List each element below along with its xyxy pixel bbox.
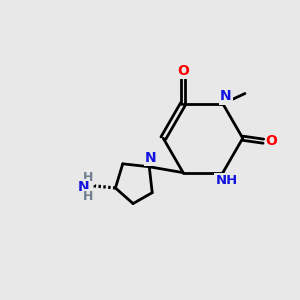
- Text: NH: NH: [215, 174, 238, 188]
- Text: O: O: [177, 64, 189, 77]
- Text: O: O: [266, 134, 278, 148]
- Text: N: N: [145, 151, 157, 165]
- Text: H: H: [83, 171, 94, 184]
- Text: N: N: [220, 89, 232, 103]
- Text: N: N: [77, 180, 89, 194]
- Text: H: H: [83, 190, 94, 203]
